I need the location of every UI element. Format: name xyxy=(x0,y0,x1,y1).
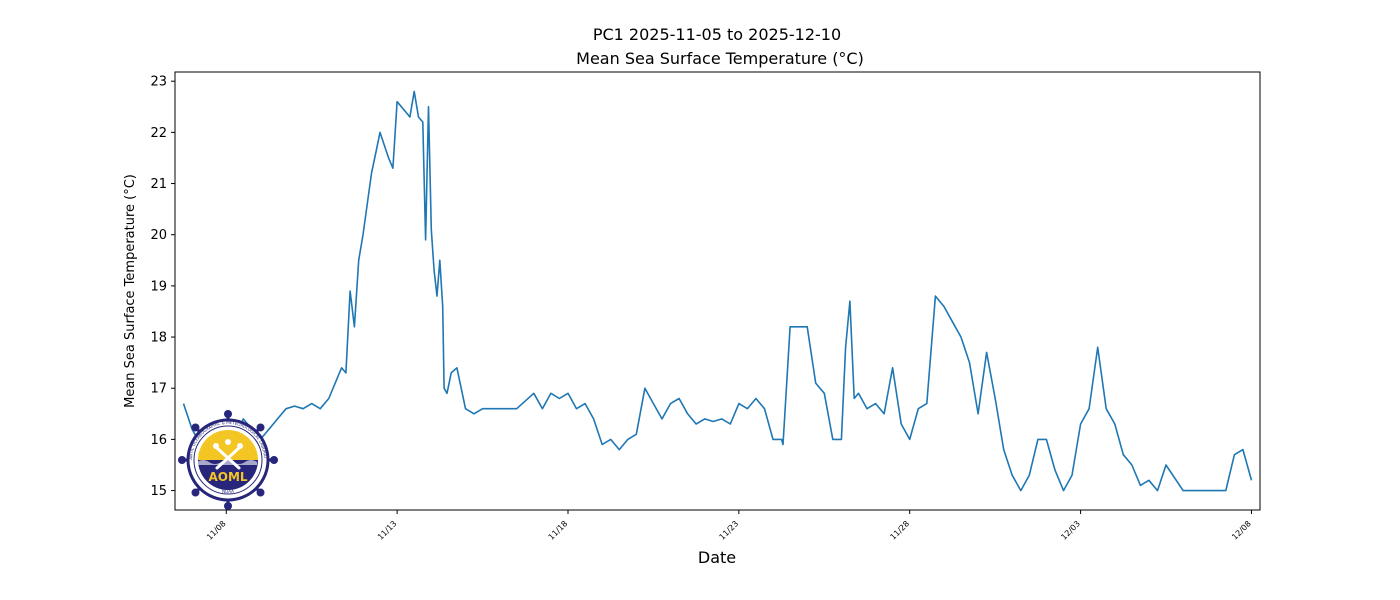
logo-label: AOML xyxy=(208,470,247,484)
logo-spoke-knob xyxy=(224,502,232,510)
y-tick-label: 21 xyxy=(150,177,167,192)
chart-title: PC1 2025-11-05 to 2025-12-10 xyxy=(593,25,841,44)
logo-inner-ring xyxy=(193,425,263,495)
logo-spoke-knob xyxy=(178,456,186,464)
plot-frame xyxy=(174,71,1261,511)
x-tick-label: 12/03 xyxy=(1059,519,1082,542)
logo-spoke-knob xyxy=(224,410,232,418)
logo-spoke-knob xyxy=(256,423,265,432)
x-tick-label: 11/08 xyxy=(205,519,228,542)
y-axis-label: Mean Sea Surface Temperature (°C) xyxy=(123,174,138,408)
y-tick-label: 15 xyxy=(150,484,167,499)
x-axis-ticks: 11/08 11/13 11/18 11/23 11/28 12/03 12/08 xyxy=(205,510,1253,542)
aoml-logo: AOML ATLANTIC OCEANOGRAPHIC & METEOROLOG… xyxy=(178,410,278,510)
x-tick-label: 11/28 xyxy=(888,519,911,542)
y-tick-label: 16 xyxy=(150,433,167,448)
y-axis-ticks: 15 16 17 18 19 20 21 22 23 xyxy=(150,75,175,499)
logo-spoke-knob xyxy=(270,456,278,464)
logo-bottom-text: NOAA xyxy=(222,489,234,494)
y-tick-label: 18 xyxy=(150,331,167,346)
logo-spoke-knob xyxy=(191,488,200,497)
y-tick-label: 19 xyxy=(150,279,167,294)
x-tick-label: 11/13 xyxy=(376,519,399,542)
y-tick-label: 22 xyxy=(150,126,167,141)
series-line xyxy=(182,90,1253,492)
logo-symbol-icon xyxy=(213,439,243,470)
chart-subtitle: Mean Sea Surface Temperature (°C) xyxy=(576,49,864,68)
y-tick-label: 23 xyxy=(150,75,167,90)
logo-spoke-knob xyxy=(191,423,200,432)
x-tick-label: 11/18 xyxy=(547,519,570,542)
x-axis-label: Date xyxy=(698,548,736,567)
y-tick-label: 20 xyxy=(150,228,167,243)
x-tick-label: 12/08 xyxy=(1230,519,1253,542)
logo-wave xyxy=(198,460,257,465)
y-tick-label: 17 xyxy=(150,382,167,397)
logo-spoke-knob xyxy=(256,488,265,497)
x-tick-label: 11/23 xyxy=(718,519,741,542)
